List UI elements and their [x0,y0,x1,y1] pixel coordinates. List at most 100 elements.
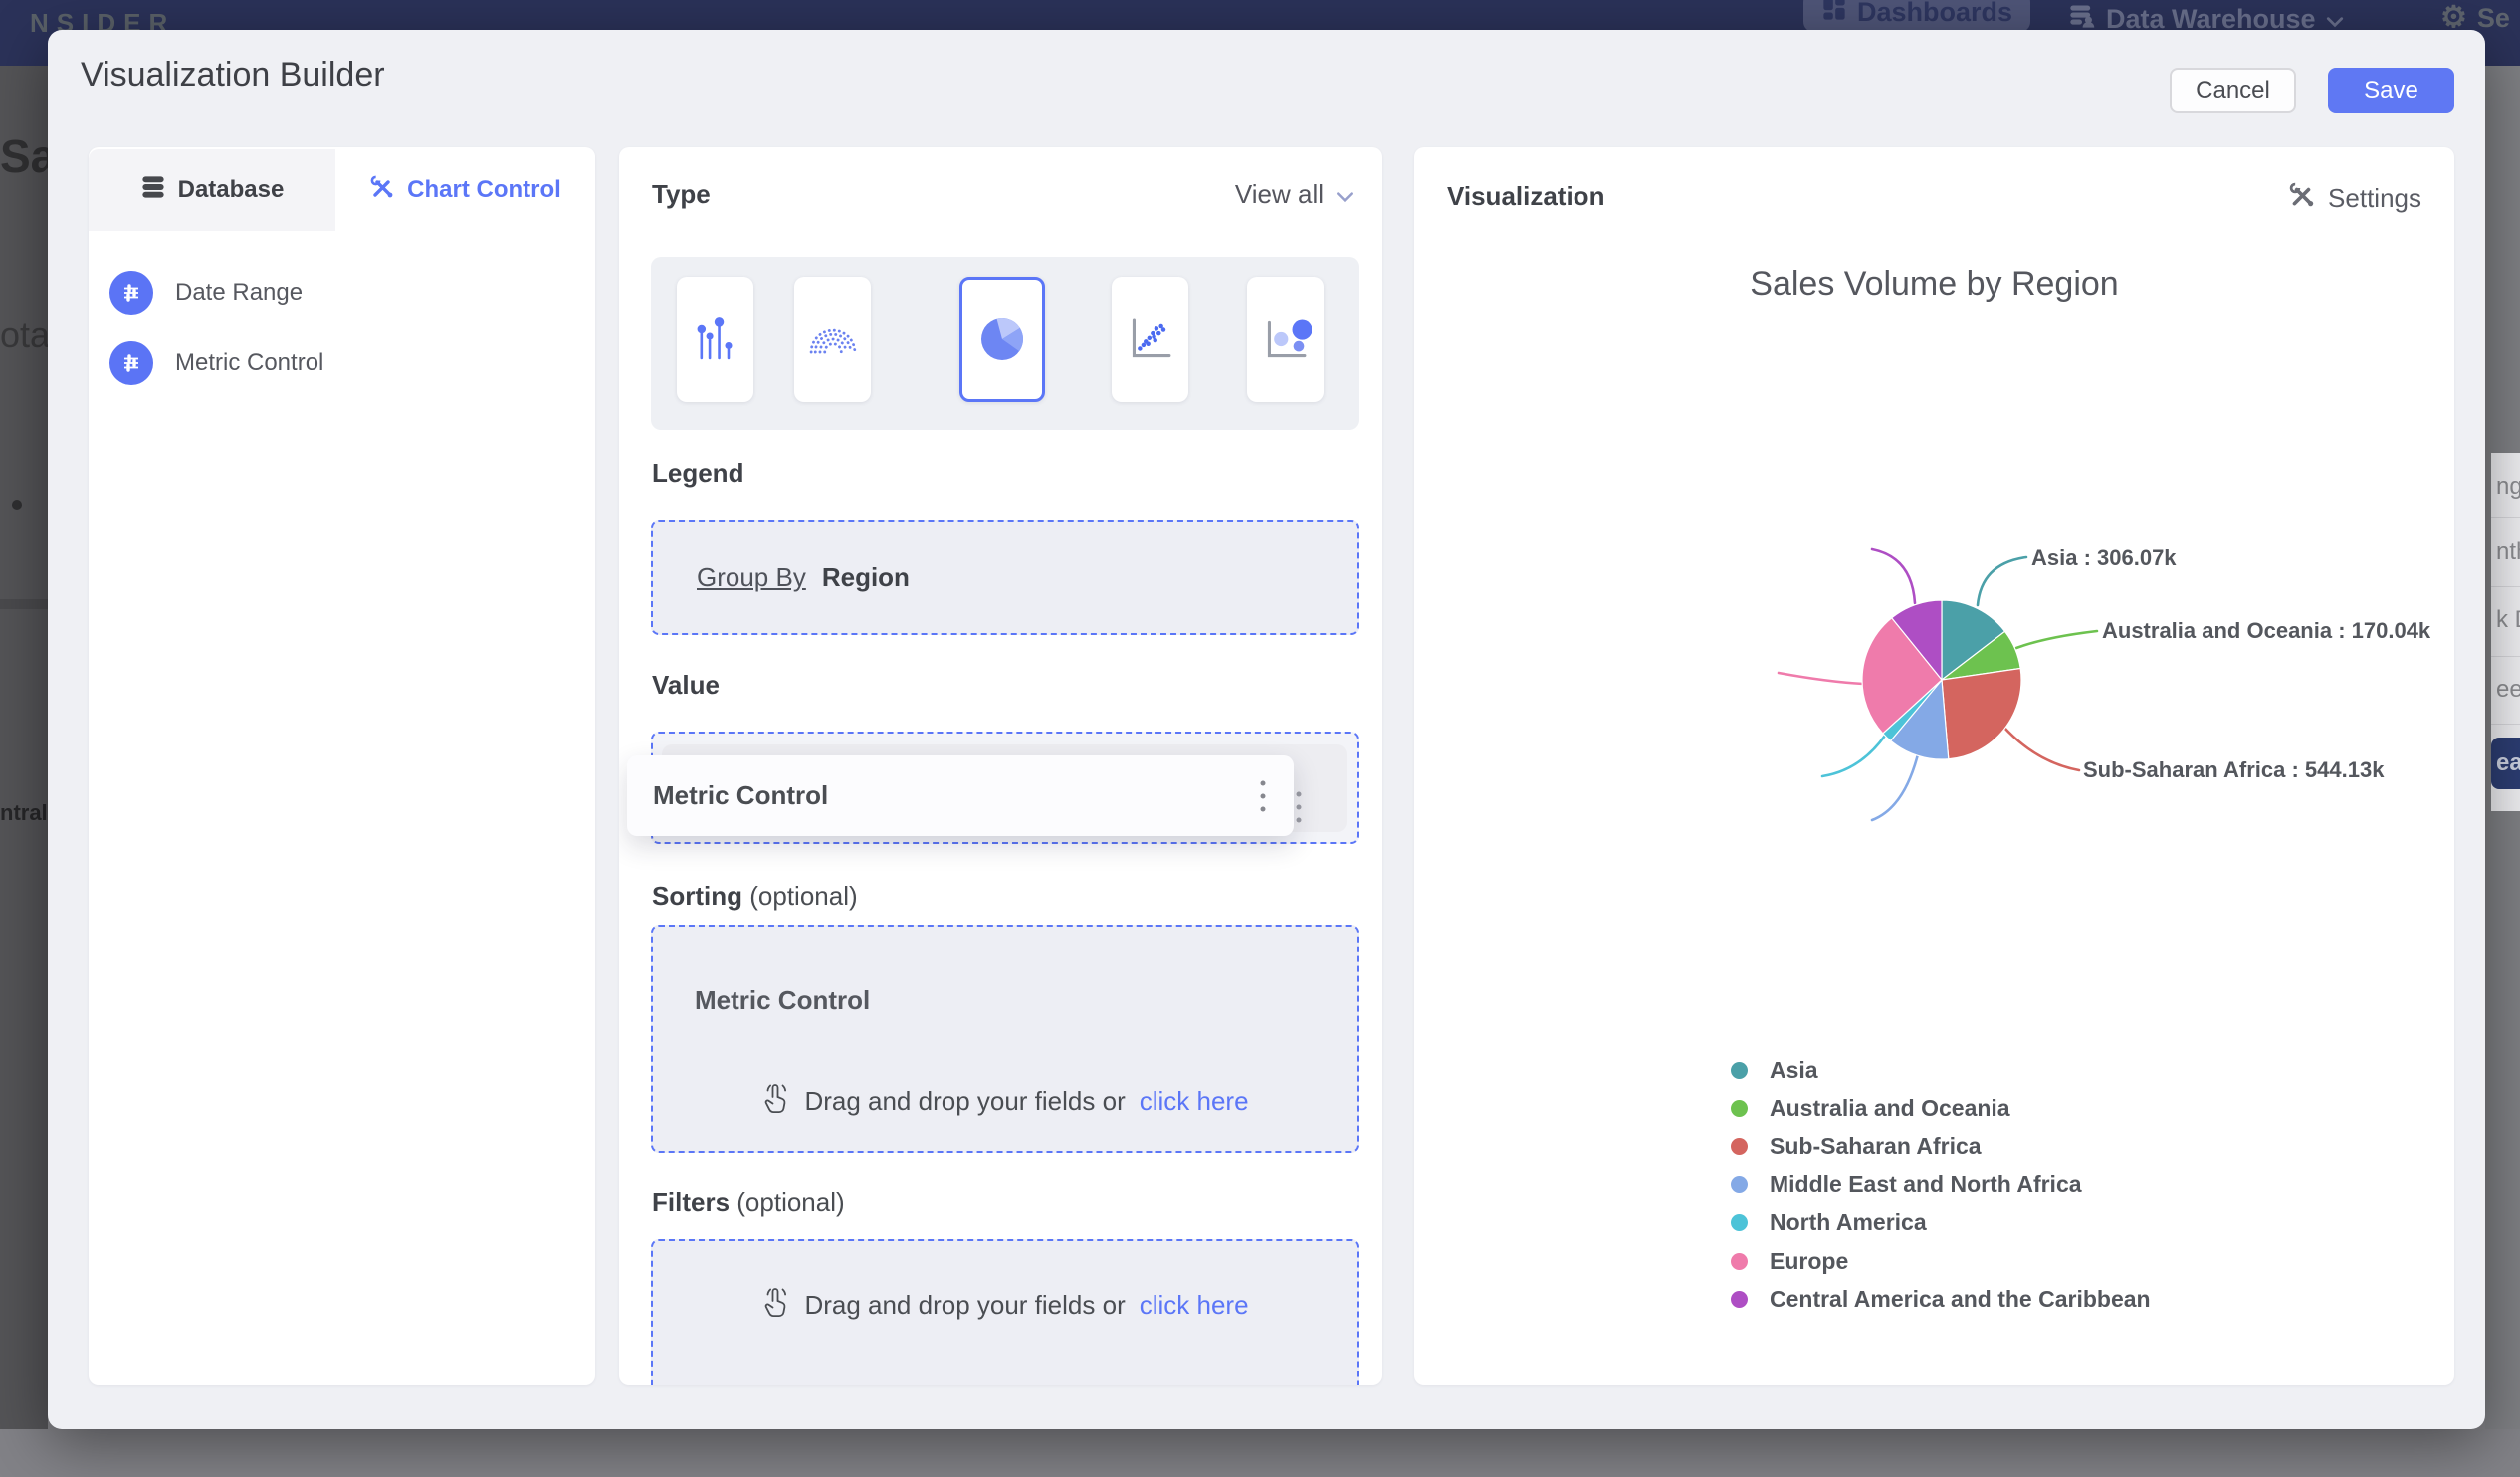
settings-button[interactable]: Settings [2288,181,2421,216]
sliders-icon [109,271,153,315]
pie-leader-line [1777,671,1865,686]
chart-type-bubble[interactable] [1247,277,1324,402]
tab-database[interactable]: Database [89,149,335,231]
legend-item[interactable]: Australia and Oceania [1731,1093,2010,1123]
pie-leader-line [1820,734,1887,778]
legend-color-dot [1731,1138,1748,1156]
legend-label: Europe [1770,1247,1849,1274]
background-list-item-selected: ear [2491,738,2520,789]
pie-leader-line [2001,725,2081,772]
dropzone-click-here-link[interactable]: click here [1139,1290,1249,1320]
legend-dropzone[interactable]: Group By Region [651,520,1359,635]
tools-icon [2288,181,2316,216]
pie-slice[interactable] [1941,667,2022,760]
legend-item[interactable]: Asia [1731,1055,1818,1085]
dragging-chip-label: Metric Control [653,780,829,810]
group-by-label[interactable]: Group By [697,561,806,592]
pie-leader-lines [1777,547,2099,822]
cancel-button[interactable]: Cancel [2170,68,2296,113]
pie-slice[interactable] [1941,599,2006,682]
builder-panel: Type View all [619,147,1382,1385]
divider [2491,724,2520,725]
pie-label: Australia and Oceania : 170.04k [2102,618,2431,643]
chart-type-lollipop[interactable] [677,277,753,402]
chart-type-picker [651,257,1359,430]
legend-color-dot [1731,1099,1748,1117]
pie-slice[interactable] [1939,630,2021,681]
legend-item[interactable]: Sub-Saharan Africa [1731,1132,1982,1161]
background-page-right: nge nth k D eek ear [2485,66,2520,1429]
background-subheading-fragment: ota [0,315,48,355]
settings-label: Settings [2328,183,2421,213]
optional-suffix: (optional) [736,1187,845,1217]
dropzone-text: Drag and drop your fields or [804,1290,1126,1320]
chart-type-pie-selected[interactable] [959,277,1045,402]
pie-slice[interactable] [1889,678,1950,760]
background-heading-fragment: Sal [0,130,48,182]
chevron-down-icon [1336,179,1354,210]
legend-color-dot [1731,1214,1748,1232]
sidebar-item-label: Date Range [175,279,304,306]
legend-label: Middle East and North Africa [1770,1170,2082,1197]
background-list-item: nth [2496,538,2520,565]
chart-type-arc-dots[interactable] [794,277,871,402]
pie-label: Sub-Saharan Africa : 544.13k [2083,757,2385,782]
pie-leader-line [1976,555,2028,607]
background-label-fragment: ntral [0,800,48,825]
dropzone-click-here-link[interactable]: click here [1139,1086,1249,1116]
type-heading: Type [652,179,711,209]
visualization-heading: Visualization [1447,181,1605,211]
sorting-field-chip[interactable]: Metric Control [695,985,871,1015]
dragging-field-chip[interactable]: Metric Control [627,755,1294,836]
grid-icon [1821,0,1847,29]
tab-database-label: Database [177,176,285,203]
modal-title: Visualization Builder [81,56,385,94]
legend-label: North America [1770,1209,1927,1236]
sidebar-item-metric-control[interactable]: Metric Control [89,332,595,394]
sidebar-item-date-range[interactable]: Date Range [89,262,595,323]
gear-icon: ⚙ [2440,1,2467,34]
pie-slice[interactable] [1861,616,1943,735]
chart-type-scatter[interactable] [1112,277,1188,402]
legend-item[interactable]: North America [1731,1208,1927,1238]
view-all-dropdown[interactable]: View all [1235,179,1354,210]
nav-data-warehouse-button[interactable]: Data Warehouse [2068,2,2344,37]
background-list-item: eek [2496,676,2520,703]
divider [2491,656,2520,657]
background-page-left: Sal ota ntral [0,66,48,1429]
background-list-item: k D [2496,606,2520,633]
nav-settings-label: Se [2476,2,2510,33]
visualization-panel: Visualization Settings Sales Volume by R… [1414,147,2454,1385]
tab-chart-control[interactable]: Chart Control [335,149,595,231]
sliders-icon [109,341,153,385]
legend-heading: Legend [652,458,744,488]
sorting-dropzone[interactable] [651,925,1359,1153]
kebab-menu-icon[interactable] [1259,777,1267,815]
save-button[interactable]: Save [2328,68,2454,113]
legend-color-dot [1731,1252,1748,1270]
pie-leader-line [2014,629,2099,650]
nav-settings-button[interactable]: ⚙ Se [2440,0,2510,36]
view-all-label: View all [1234,179,1324,209]
pie-leader-line [1870,752,1920,822]
background-bullet-dot [12,500,22,510]
legend-item[interactable]: Central America and the Caribbean [1731,1284,2151,1314]
legend-item[interactable]: Middle East and North Africa [1731,1169,2082,1199]
legend-color-dot [1731,1290,1748,1308]
tab-chart-control-label: Chart Control [407,176,561,203]
database-user-icon [2068,2,2096,37]
sidebar-item-label: Metric Control [175,349,324,376]
dropzone-text: Drag and drop your fields or [804,1086,1126,1116]
sorting-dropzone-hint: Drag and drop your fields or click here [651,1081,1359,1122]
filters-heading: Filters (optional) [652,1187,845,1217]
legend-item[interactable]: Europe [1731,1246,1848,1276]
legend-label: Sub-Saharan Africa [1770,1133,1982,1160]
chart-title: Sales Volume by Region [1750,265,2119,303]
visualization-builder-modal: Visualization Builder Cancel Save Databa… [48,30,2485,1429]
pie-slice[interactable] [1882,679,1943,742]
kebab-menu-icon[interactable] [1295,788,1303,826]
group-by-value: Region [821,561,910,592]
legend-color-dot [1731,1061,1748,1079]
pie-slice[interactable] [1890,599,1943,682]
nav-dashboards-button[interactable]: Dashboards [1803,0,2030,32]
